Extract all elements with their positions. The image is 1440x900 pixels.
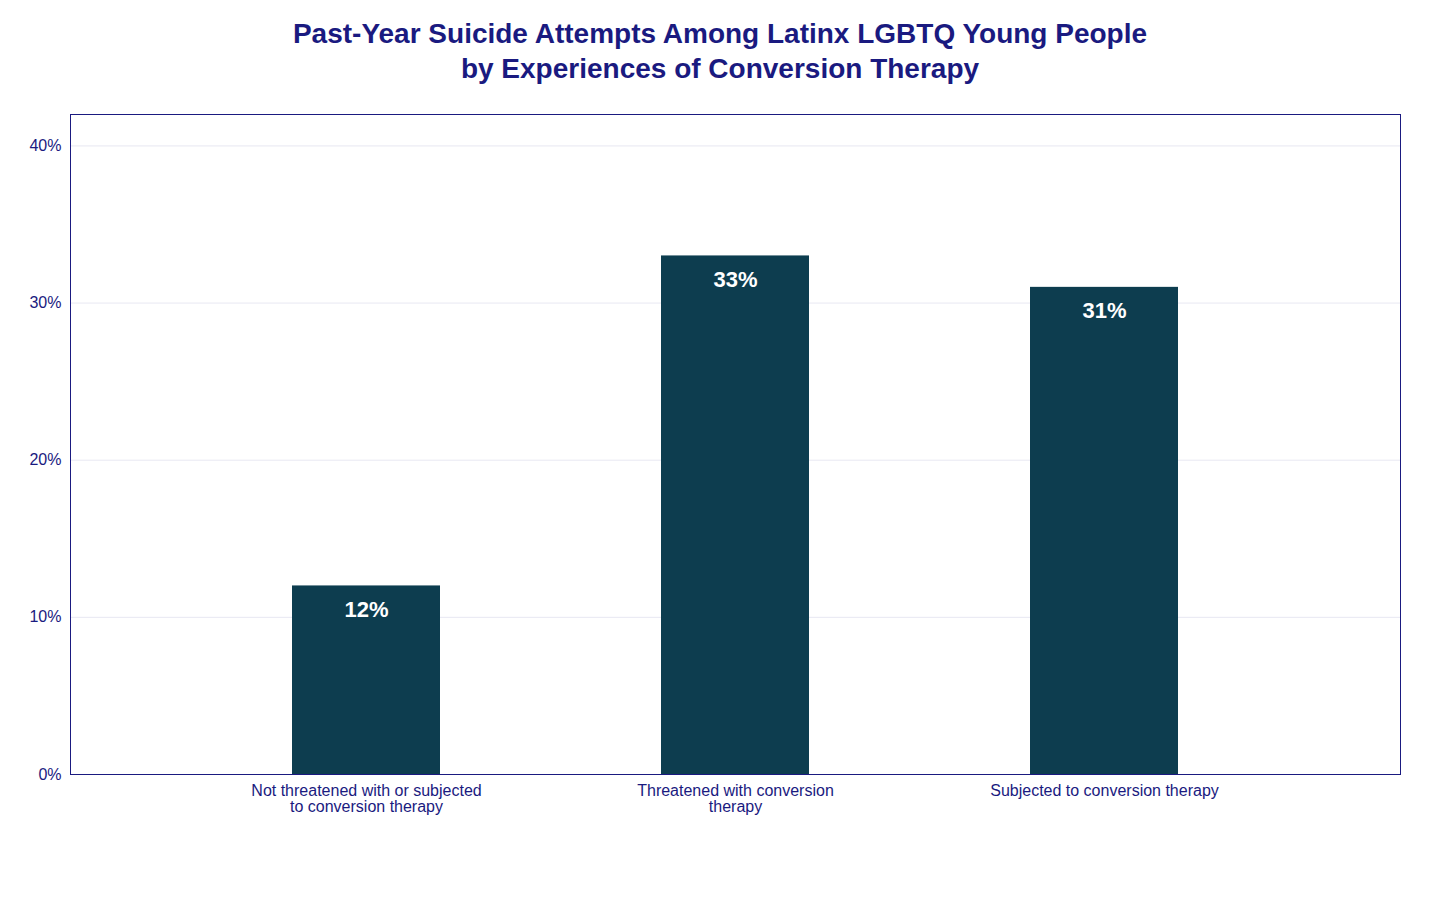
html-text:Past-Year Suicide Attempts Amo: Past-Year Suicide Attempts Among Latinx … [292,18,1148,84]
svg-text:10%: 10% [29,608,61,625]
svg-text:Threatened with conversionther: Threatened with conversiontherapy [637,782,834,815]
svg-text:40%: 40% [29,137,61,154]
svg-text:20%: 20% [29,451,61,468]
svg-text:31%: 31% [1082,298,1126,323]
svg-text:33%: 33% [713,267,757,292]
svg-text:0%: 0% [38,766,61,783]
svg-text:12%: 12% [344,597,388,622]
svg-text:30%: 30% [29,294,61,311]
svg-text:Subjected to conversion therap: Subjected to conversion therapy [990,782,1219,799]
svg-text:Not threatened with or subject: Not threatened with or subjectedto conve… [251,782,481,815]
